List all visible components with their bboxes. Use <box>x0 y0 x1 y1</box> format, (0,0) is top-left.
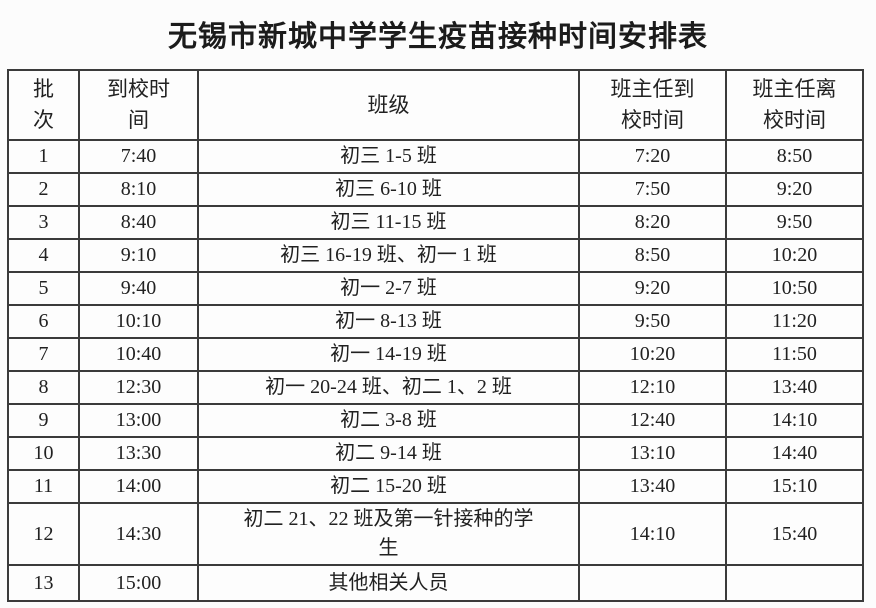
cell-batch: 5 <box>7 271 80 306</box>
cell-teacher-departure: 10:50 <box>725 271 864 306</box>
table-row: 3 8:40 初三 11-15 班 8:20 9:50 <box>7 205 864 240</box>
cell-arrival-time: 13:00 <box>78 403 199 438</box>
cell-teacher-arrival: 7:20 <box>578 139 727 174</box>
table-row: 13 15:00 其他相关人员 <box>7 564 864 602</box>
cell-arrival-time: 14:00 <box>78 469 199 504</box>
cell-arrival-time: 9:40 <box>78 271 199 306</box>
cell-teacher-arrival: 12:10 <box>578 370 727 405</box>
cell-batch: 4 <box>7 238 80 273</box>
cell-batch: 12 <box>7 502 80 566</box>
cell-teacher-departure: 14:10 <box>725 403 864 438</box>
cell-classes: 初二 21、22 班及第一针接种的学 生 <box>197 502 580 566</box>
cell-batch: 11 <box>7 469 80 504</box>
table-row: 9 13:00 初二 3-8 班 12:40 14:10 <box>7 403 864 438</box>
cell-classes: 初一 14-19 班 <box>197 337 580 372</box>
schedule-table-body: 1 7:40 初三 1-5 班 7:20 8:50 2 8:10 初三 6-10 班 7:50 9… <box>7 139 864 602</box>
cell-teacher-departure: 9:50 <box>725 205 864 240</box>
header-arrival-time: 到校时 间 <box>78 69 199 141</box>
cell-teacher-departure: 13:40 <box>725 370 864 405</box>
cell-teacher-departure: 14:40 <box>725 436 864 471</box>
cell-teacher-arrival: 12:40 <box>578 403 727 438</box>
cell-batch: 8 <box>7 370 80 405</box>
header-teacher-departure: 班主任离 校时间 <box>725 69 864 141</box>
cell-arrival-time: 12:30 <box>78 370 199 405</box>
header-classes: 班级 <box>197 69 580 141</box>
table-row: 10 13:30 初二 9-14 班 13:10 14:40 <box>7 436 864 471</box>
cell-teacher-departure: 10:20 <box>725 238 864 273</box>
cell-classes: 初三 1-5 班 <box>197 139 580 174</box>
table-row: 12 14:30 初二 21、22 班及第一针接种的学 生 14:10 15:40 <box>7 502 864 566</box>
cell-batch: 2 <box>7 172 80 207</box>
header-teacher-arrival: 班主任到 校时间 <box>578 69 727 141</box>
cell-batch: 13 <box>7 564 80 602</box>
table-row: 7 10:40 初一 14-19 班 10:20 11:50 <box>7 337 864 372</box>
cell-teacher-arrival: 8:20 <box>578 205 727 240</box>
cell-teacher-departure: 11:20 <box>725 304 864 339</box>
cell-teacher-departure: 11:50 <box>725 337 864 372</box>
cell-classes: 初一 8-13 班 <box>197 304 580 339</box>
cell-classes: 初三 6-10 班 <box>197 172 580 207</box>
cell-classes: 初三 16-19 班、初一 1 班 <box>197 238 580 273</box>
cell-teacher-arrival: 10:20 <box>578 337 727 372</box>
table-row: 4 9:10 初三 16-19 班、初一 1 班 8:50 10:20 <box>7 238 864 273</box>
cell-arrival-time: 10:10 <box>78 304 199 339</box>
cell-batch: 10 <box>7 436 80 471</box>
cell-arrival-time: 13:30 <box>78 436 199 471</box>
table-row: 2 8:10 初三 6-10 班 7:50 9:20 <box>7 172 864 207</box>
cell-classes: 其他相关人员 <box>197 564 580 602</box>
cell-classes: 初二 15-20 班 <box>197 469 580 504</box>
header-batch: 批 次 <box>7 69 80 141</box>
cell-classes: 初一 2-7 班 <box>197 271 580 306</box>
cell-classes: 初三 11-15 班 <box>197 205 580 240</box>
cell-arrival-time: 15:00 <box>78 564 199 602</box>
cell-batch: 1 <box>7 139 80 174</box>
table-row: 6 10:10 初一 8-13 班 9:50 11:20 <box>7 304 864 339</box>
header-row: 批 次 到校时 间 班级 班主任到 校时间 班主任离 校时间 <box>7 69 864 141</box>
cell-classes: 初一 20-24 班、初二 1、2 班 <box>197 370 580 405</box>
cell-arrival-time: 9:10 <box>78 238 199 273</box>
page-title: 无锡市新城中学学生疫苗接种时间安排表 <box>167 21 708 53</box>
cell-teacher-arrival <box>578 564 727 602</box>
cell-arrival-time: 8:10 <box>78 172 199 207</box>
cell-batch: 7 <box>7 337 80 372</box>
table-row: 11 14:00 初二 15-20 班 13:40 15:10 <box>7 469 864 504</box>
cell-teacher-departure: 8:50 <box>725 139 864 174</box>
cell-teacher-arrival: 13:40 <box>578 469 727 504</box>
cell-teacher-departure: 15:40 <box>725 502 864 566</box>
cell-teacher-departure: 9:20 <box>725 172 864 207</box>
schedule-table: 批 次 到校时 间 班级 班主任到 校时间 班主任离 校时间 1 7:40 初三 1… <box>7 69 864 602</box>
cell-teacher-arrival: 7:50 <box>578 172 727 207</box>
cell-batch: 6 <box>7 304 80 339</box>
cell-arrival-time: 8:40 <box>78 205 199 240</box>
cell-batch: 3 <box>7 205 80 240</box>
cell-teacher-arrival: 14:10 <box>578 502 727 566</box>
cell-arrival-time: 7:40 <box>78 139 199 174</box>
cell-teacher-arrival: 13:10 <box>578 436 727 471</box>
cell-arrival-time: 14:30 <box>78 502 199 566</box>
cell-arrival-time: 10:40 <box>78 337 199 372</box>
cell-teacher-departure <box>725 564 864 602</box>
cell-classes: 初二 3-8 班 <box>197 403 580 438</box>
table-row: 8 12:30 初一 20-24 班、初二 1、2 班 12:10 13:40 <box>7 370 864 405</box>
cell-classes: 初二 9-14 班 <box>197 436 580 471</box>
table-row: 5 9:40 初一 2-7 班 9:20 10:50 <box>7 271 864 306</box>
cell-batch: 9 <box>7 403 80 438</box>
table-row: 1 7:40 初三 1-5 班 7:20 8:50 <box>7 139 864 174</box>
cell-teacher-arrival: 8:50 <box>578 238 727 273</box>
cell-teacher-arrival: 9:20 <box>578 271 727 306</box>
cell-teacher-arrival: 9:50 <box>578 304 727 339</box>
cell-teacher-departure: 15:10 <box>725 469 864 504</box>
